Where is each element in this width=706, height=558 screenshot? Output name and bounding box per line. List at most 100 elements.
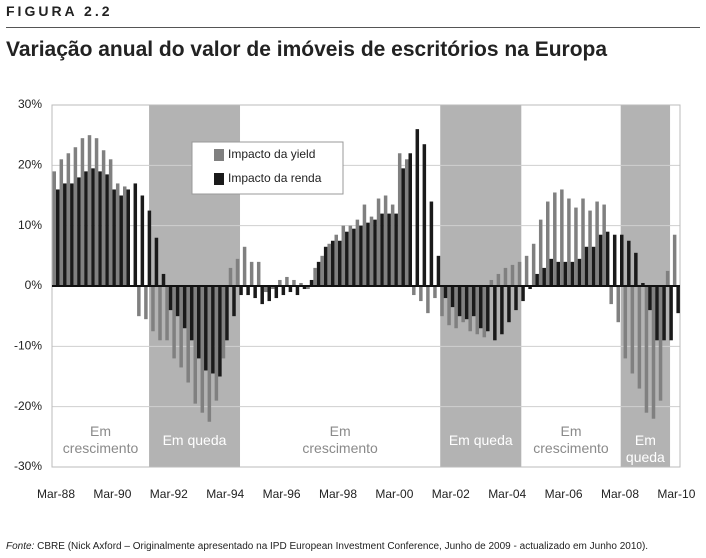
bar	[373, 219, 377, 286]
legend-label: Impacto da renda	[228, 171, 322, 185]
y-tick-label: -30%	[14, 459, 42, 473]
bar	[98, 171, 102, 286]
bar	[239, 286, 243, 296]
bar	[514, 286, 518, 311]
bar	[662, 286, 666, 341]
bar	[235, 258, 240, 286]
bar	[390, 204, 395, 286]
bar	[581, 198, 585, 286]
bar	[380, 213, 384, 286]
bar	[182, 286, 187, 329]
bar	[620, 234, 624, 286]
bar	[204, 286, 208, 371]
bar	[429, 201, 434, 286]
bar	[412, 286, 416, 296]
bar	[605, 231, 610, 286]
bar	[612, 234, 617, 286]
bar	[440, 286, 444, 317]
bar	[323, 246, 328, 286]
bar	[345, 231, 349, 286]
bar	[503, 267, 508, 286]
bar	[521, 286, 525, 302]
bar	[338, 240, 342, 286]
bar	[479, 286, 483, 329]
bar	[486, 286, 490, 332]
bar	[94, 138, 99, 286]
bar	[108, 159, 113, 286]
bar	[496, 273, 501, 286]
bar	[450, 286, 455, 308]
bar	[574, 207, 578, 286]
bar	[281, 286, 286, 296]
bar	[493, 286, 497, 341]
bar	[457, 286, 462, 317]
bar	[563, 261, 568, 286]
x-tick-label: Mar-90	[93, 487, 131, 501]
bar	[507, 286, 511, 323]
bar	[66, 153, 71, 286]
bar	[648, 286, 652, 311]
bar	[193, 286, 197, 404]
bar	[651, 286, 656, 419]
bar	[186, 286, 190, 383]
bar	[655, 286, 659, 341]
bar	[471, 286, 476, 317]
x-tick-label: Mar-94	[206, 487, 244, 501]
bar	[70, 183, 74, 286]
bar	[267, 286, 271, 302]
bar	[641, 282, 645, 286]
bar	[500, 286, 504, 335]
bar	[366, 222, 370, 286]
bar	[179, 286, 183, 368]
x-tick-label: Mar-00	[375, 487, 413, 501]
bar	[214, 286, 219, 401]
bar	[200, 286, 205, 413]
bar	[436, 255, 441, 286]
x-tick-label: Mar-04	[488, 487, 526, 501]
bar	[401, 168, 405, 286]
bar	[271, 286, 275, 290]
bar	[489, 279, 494, 286]
bar	[602, 204, 606, 286]
bar	[644, 286, 649, 413]
bar	[591, 246, 596, 286]
source: Fonte: CBRE (Nick Axford – Originalmente…	[6, 541, 648, 552]
bar	[302, 286, 307, 290]
bar	[609, 286, 613, 305]
bar	[91, 168, 95, 286]
x-tick-label: Mar-96	[263, 487, 301, 501]
bar	[242, 246, 247, 286]
bar	[274, 286, 279, 299]
x-tick-label: Mar-98	[319, 487, 357, 501]
bar	[154, 237, 159, 286]
bar	[482, 286, 487, 338]
header-rule	[6, 27, 700, 28]
bar	[577, 258, 582, 286]
bar	[447, 286, 451, 326]
legend-swatch	[214, 173, 224, 185]
bar	[355, 219, 360, 286]
bar	[158, 286, 162, 341]
bar	[211, 286, 215, 374]
x-tick-label: Mar-06	[545, 487, 583, 501]
bar	[101, 150, 106, 286]
bar	[454, 286, 458, 329]
bar	[524, 255, 529, 286]
phase-label: Em crescimento	[302, 423, 378, 456]
x-tick-label: Mar-10	[657, 487, 695, 501]
bar	[218, 286, 222, 377]
bar	[672, 234, 677, 286]
bar	[556, 261, 561, 286]
bar	[165, 286, 169, 341]
bar	[348, 225, 353, 286]
bar	[175, 286, 180, 317]
bar	[309, 279, 314, 286]
bar	[461, 286, 465, 323]
y-tick-label: 10%	[18, 218, 42, 232]
bar	[225, 286, 229, 341]
bar	[105, 174, 109, 286]
bar	[256, 261, 261, 286]
bar	[405, 159, 409, 286]
bar	[207, 286, 212, 422]
